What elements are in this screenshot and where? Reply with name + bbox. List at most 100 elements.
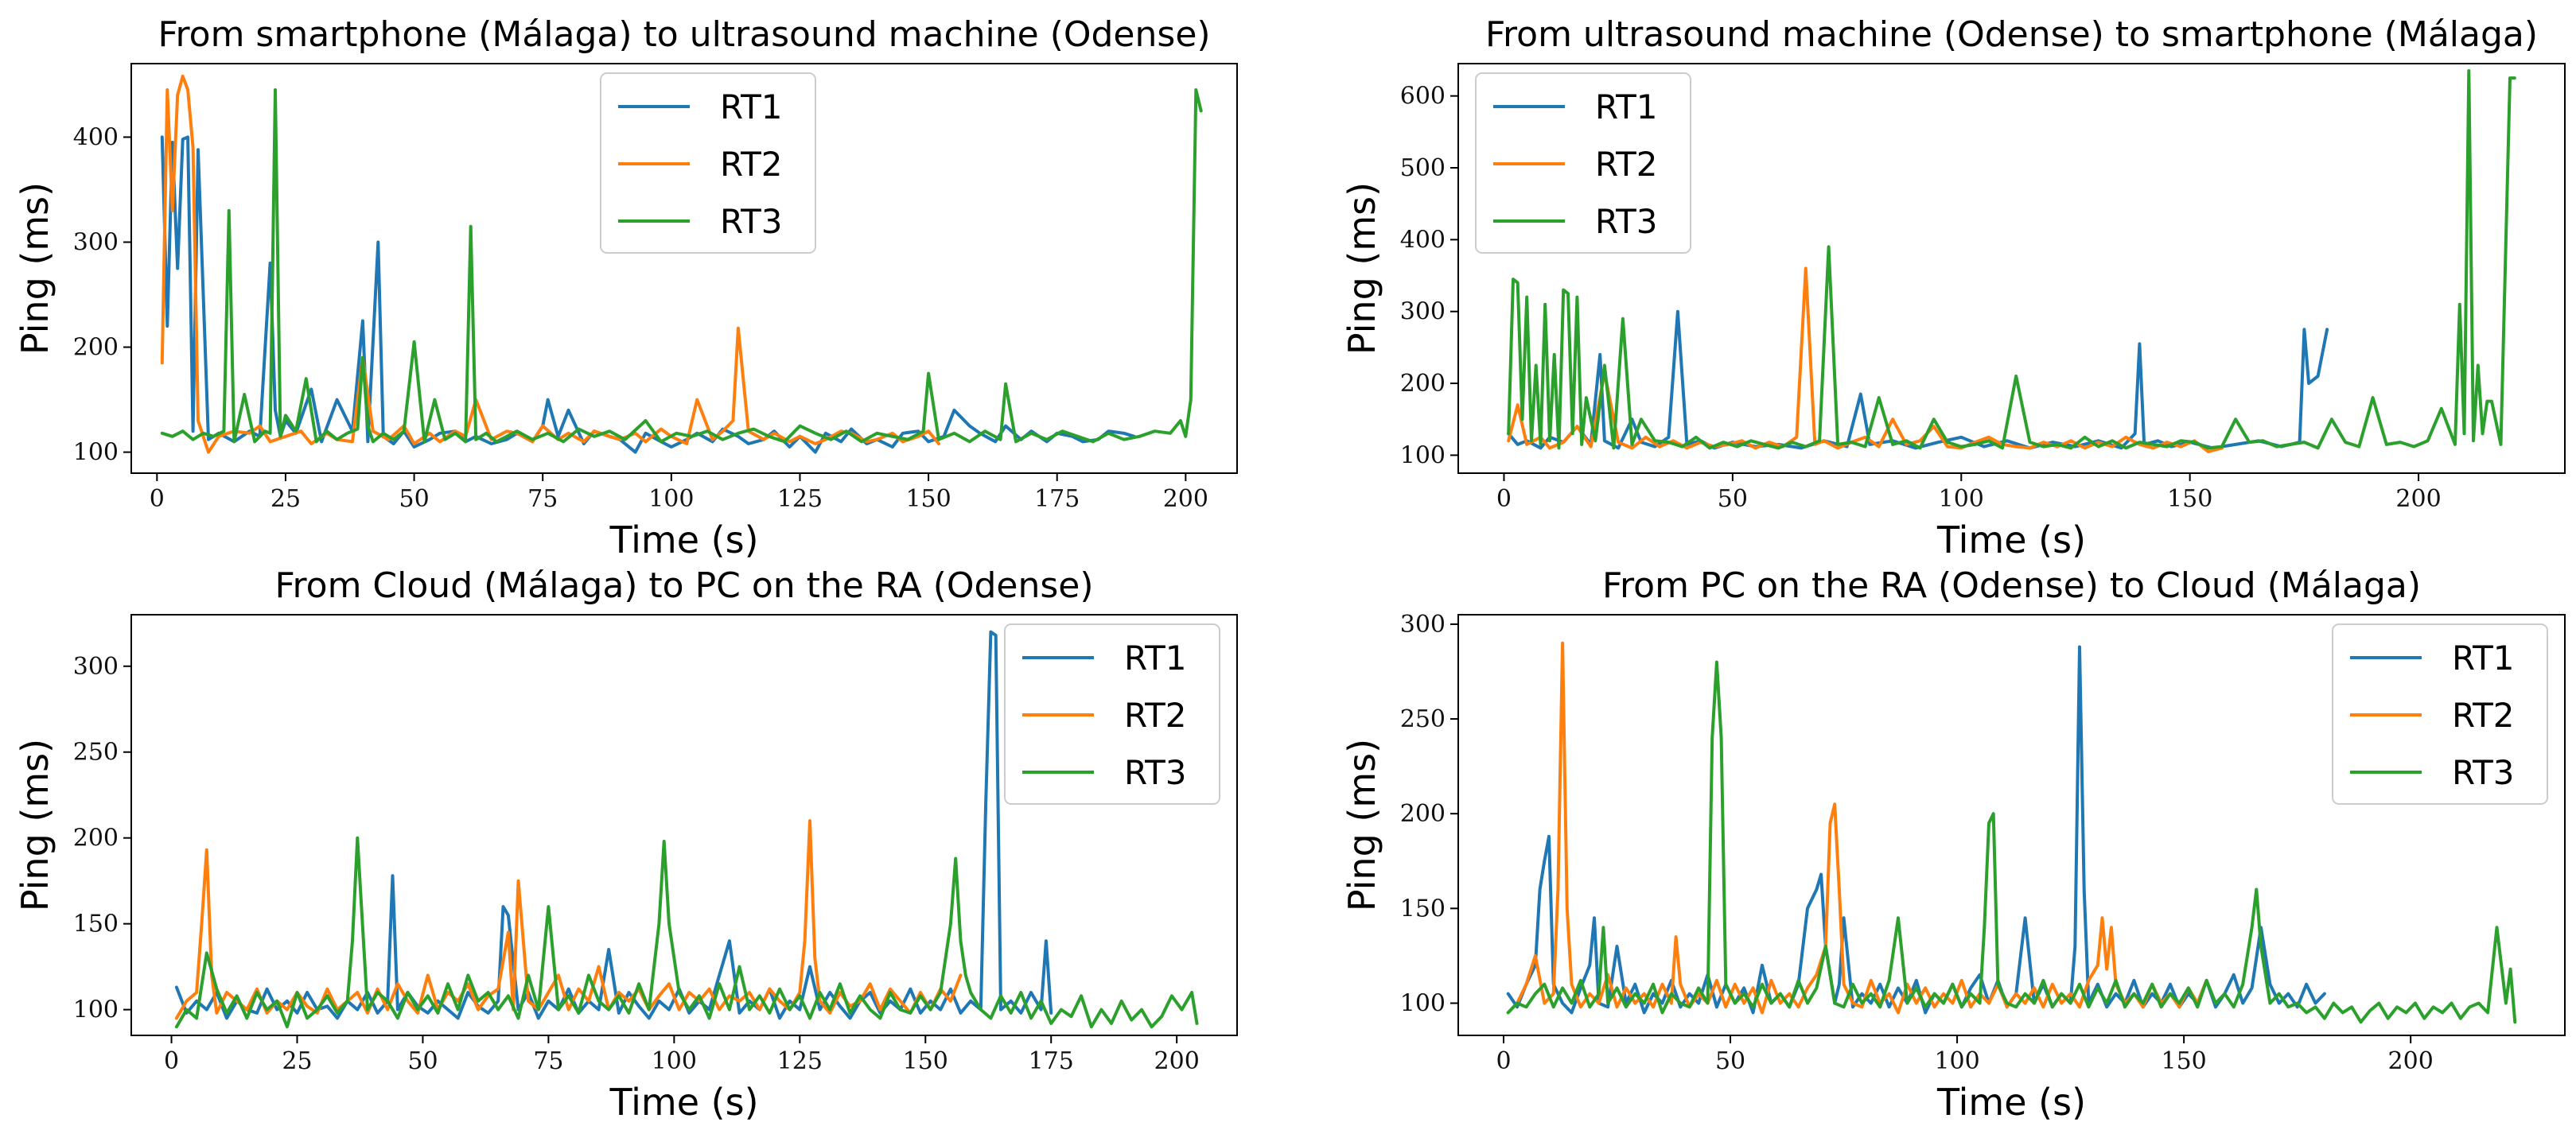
y-tick-label: 400 [73, 123, 119, 151]
plot-frame [1457, 63, 2566, 474]
x-axis-label: Time (s) [1936, 1081, 2086, 1124]
x-tick-label: 150 [2167, 485, 2212, 513]
series-line-rt2 [1506, 641, 2208, 1015]
y-tick-label: 400 [1400, 226, 1446, 254]
x-tick-label: 175 [1034, 485, 1080, 513]
legend-box [1004, 623, 1220, 805]
x-tick-label: 0 [150, 485, 165, 513]
x-tick-label: 100 [648, 485, 694, 513]
legend: RT1 RT2 RT3 [1004, 623, 1220, 805]
y-tick-label: 100 [1400, 989, 1446, 1017]
x-tick-label: 50 [407, 1047, 438, 1075]
plot-frame [130, 63, 1238, 474]
y-tick-label: 600 [1400, 83, 1446, 111]
x-tick-label: 200 [2388, 1047, 2434, 1075]
legend-label-rt2: RT2 [2452, 696, 2515, 735]
y-axis-label: Ping (ms) [14, 739, 56, 911]
y-tick-label: 200 [1400, 800, 1446, 828]
series-line-rt3 [1507, 69, 2516, 450]
x-tick-label: 50 [1718, 485, 1748, 513]
y-tick-label: 250 [73, 739, 119, 767]
legend: RT1 RT2 RT3 [600, 72, 816, 254]
legend-label-rt1: RT1 [1124, 639, 1187, 678]
x-tick-label: 0 [1496, 485, 1512, 513]
series-line-rt1 [174, 630, 1053, 1020]
x-tick-label: 100 [1939, 485, 1984, 513]
x-tick-label: 0 [164, 1047, 179, 1075]
x-tick-label: 100 [1934, 1047, 1979, 1075]
x-axis-label: Time (s) [609, 1081, 758, 1124]
legend: RT1 RT2 RT3 [2332, 623, 2548, 805]
legend-label-rt1: RT1 [720, 87, 783, 126]
legend-label-rt2: RT2 [1124, 696, 1187, 735]
y-tick-label: 250 [1400, 705, 1446, 733]
x-tick-label: 50 [1715, 1047, 1745, 1075]
x-tick-label: 25 [282, 1047, 312, 1075]
y-tick-label: 150 [73, 911, 119, 938]
legend-box [2332, 623, 2548, 805]
y-axis-label: Ping (ms) [1341, 182, 1383, 355]
x-tick-label: 75 [533, 1047, 563, 1075]
x-tick-label: 200 [1154, 1047, 1200, 1075]
chart-title: From Cloud (Málaga) to PC on the RA (Ode… [274, 565, 1093, 606]
legend-box [1475, 72, 1691, 254]
y-tick-label: 100 [1400, 441, 1446, 469]
x-tick-label: 125 [777, 485, 823, 513]
legend-label-rt2: RT2 [1595, 145, 1658, 184]
panel-pc-to-cloud: From PC on the RA (Odense) to Cloud (Mál… [1341, 565, 2566, 1124]
legend: RT1 RT2 RT3 [1475, 72, 1691, 254]
x-tick-label: 200 [2395, 485, 2441, 513]
legend-label-rt3: RT3 [1124, 753, 1187, 792]
series-line-rt3 [160, 88, 1203, 444]
y-tick-label: 300 [1400, 611, 1446, 639]
legend-box [600, 72, 816, 254]
chart-title: From smartphone (Málaga) to ultrasound m… [158, 14, 1210, 55]
chart-title: From PC on the RA (Odense) to Cloud (Mál… [1602, 565, 2421, 606]
y-tick-label: 300 [1400, 298, 1446, 326]
y-tick-label: 200 [73, 825, 119, 852]
legend-label-rt1: RT1 [2452, 639, 2515, 678]
legend-label-rt2: RT2 [720, 145, 783, 184]
series-group [1506, 641, 2517, 1024]
series-group [160, 74, 1203, 454]
x-tick-label: 150 [903, 1047, 948, 1075]
series-group [1507, 69, 2516, 453]
chart-title: From ultrasound machine (Odense) to smar… [1485, 14, 2538, 55]
y-tick-label: 300 [73, 228, 119, 256]
x-tick-label: 150 [905, 485, 951, 513]
series-line-rt1 [1506, 645, 2326, 1015]
y-tick-label: 200 [1400, 370, 1446, 398]
x-axis-label: Time (s) [1936, 518, 2086, 561]
series-line-rt3 [1506, 660, 2517, 1024]
y-tick-label: 500 [1400, 154, 1446, 182]
legend-label-rt3: RT3 [2452, 753, 2515, 792]
series-line-rt3 [174, 836, 1199, 1029]
plot-frame [130, 614, 1238, 1036]
y-tick-label: 300 [73, 653, 119, 681]
x-tick-label: 25 [270, 485, 301, 513]
legend-label-rt3: RT3 [1595, 202, 1658, 241]
y-tick-label: 200 [73, 334, 119, 362]
plot-frame [1457, 614, 2566, 1036]
series-line-rt2 [160, 74, 940, 454]
series-group [174, 630, 1199, 1029]
x-tick-label: 100 [652, 1047, 697, 1075]
legend-label-rt1: RT1 [1595, 87, 1658, 126]
x-tick-label: 0 [1496, 1047, 1511, 1075]
x-tick-label: 125 [777, 1047, 823, 1075]
panel-cloud-to-pc: From Cloud (Málaga) to PC on the RA (Ode… [14, 565, 1238, 1124]
x-axis-label: Time (s) [609, 518, 758, 561]
y-tick-label: 100 [73, 996, 119, 1024]
panel-smartphone-to-ultrasound: From smartphone (Málaga) to ultrasound m… [14, 14, 1238, 561]
y-tick-label: 100 [73, 439, 119, 467]
y-tick-label: 150 [1400, 895, 1446, 922]
panel-ultrasound-to-smartphone: From ultrasound machine (Odense) to smar… [1341, 14, 2566, 561]
y-axis-label: Ping (ms) [1341, 739, 1383, 911]
x-tick-label: 150 [2161, 1047, 2206, 1075]
x-tick-label: 50 [399, 485, 429, 513]
legend-label-rt3: RT3 [720, 202, 783, 241]
x-tick-label: 75 [527, 485, 558, 513]
y-axis-label: Ping (ms) [14, 182, 56, 355]
x-tick-label: 200 [1163, 485, 1208, 513]
